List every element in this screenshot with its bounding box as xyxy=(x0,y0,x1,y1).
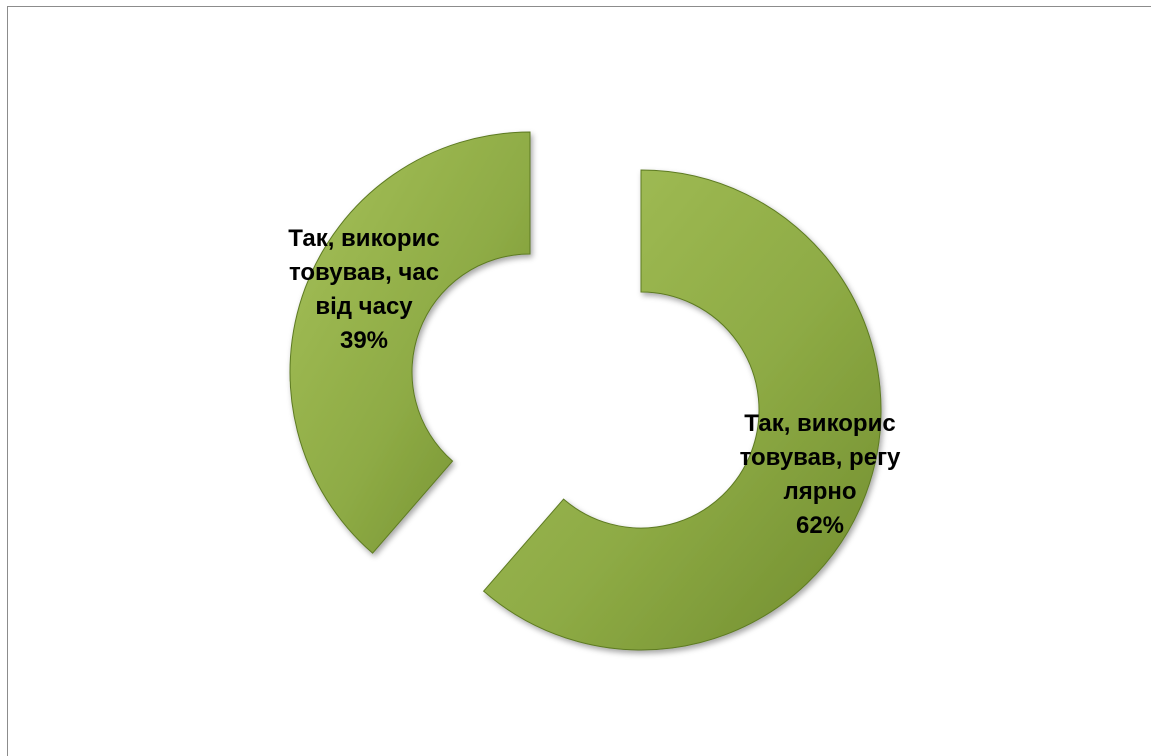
doughnut-slice-2 xyxy=(289,131,531,554)
slice-label-line: лярно xyxy=(783,478,856,505)
slice-label-1: Так, викорис товував, регу лярно 62% xyxy=(740,410,901,539)
slices-layer xyxy=(289,131,882,651)
slice-label-line: від часу xyxy=(315,293,413,320)
labels-layer: Так, викорис товував, регу лярно 62%Так, ви… xyxy=(288,225,901,539)
slice-label-line: Так, викорис xyxy=(744,410,895,437)
chart-area: Так, викорис товував, регу лярно 62% Так, ви… xyxy=(7,6,1151,756)
doughnut-slice-1 xyxy=(482,169,882,651)
doughnut-chart: Так, викорис товував, регу лярно 62%Так, ви… xyxy=(288,131,901,651)
slice-percent-label: 39% xyxy=(340,327,388,354)
slice-label-2: Так, викорис товував, час від часу 39% xyxy=(288,225,439,354)
slice-label-line: товував, час xyxy=(289,259,439,286)
slice-label-line: товував, регу xyxy=(740,444,901,471)
slice-label-line: Так, викорис xyxy=(288,225,439,252)
slice-percent-label: 62% xyxy=(796,512,844,539)
